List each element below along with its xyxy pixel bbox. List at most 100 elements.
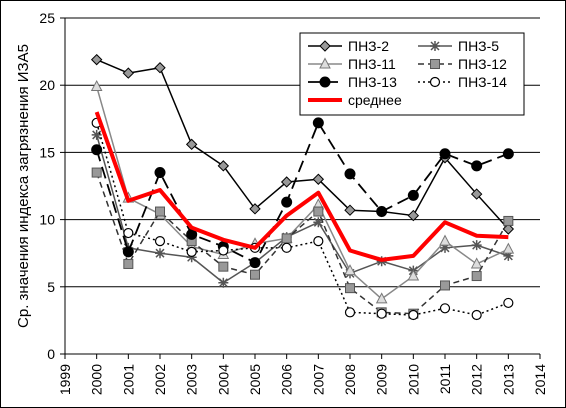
series-3-point-2013 [502,242,515,254]
series-5-line [95,121,509,264]
series-2-point-2007 [313,217,324,228]
series-1-point-2002 [154,62,166,74]
series-5-point-2005 [249,257,261,269]
x-tick-label-1999: 1999 [57,364,73,395]
x-tick-label-2008: 2008 [342,364,358,395]
series-3-point-2010 [407,269,420,281]
series-4-point-2006 [281,233,292,244]
series-5-point-2011 [439,148,451,160]
series-5-point-2006 [281,196,293,208]
series-3-point-2000 [90,79,103,92]
series-5-point-2000 [91,144,103,156]
series-6-point-2006 [281,242,292,253]
y-tick-label-15: 15 [39,144,55,160]
legend-marker-6 [429,76,441,88]
series-1-point-2007 [312,173,325,185]
series-6-point-2011 [439,303,451,314]
series-5-point-2009 [376,206,388,218]
series-4-point-2007 [313,206,324,217]
series-3-point-2009 [375,292,388,304]
legend-marker-5 [319,76,331,88]
series-6-point-2002 [154,236,166,247]
x-tick-label-2002: 2002 [152,364,168,395]
series-2-point-2013 [503,250,514,261]
series-4-point-2002 [155,206,165,217]
series-6-point-2003 [186,246,197,257]
x-tick-label-2014: 2014 [532,364,548,395]
y-tick-label-20: 20 [39,77,55,93]
series-2-point-2002 [155,248,165,259]
series-5-point-2010 [407,189,419,201]
x-tick-label-2007: 2007 [310,364,326,395]
series-5-point-2013 [502,148,514,160]
x-tick-label-2000: 2000 [89,364,105,395]
series-7-line [94,111,509,262]
series-2-point-2004 [218,277,229,288]
y-axis-label: Ср. значения индекса загрязнения ИЗА5 [15,44,32,328]
series-1-line [96,58,509,230]
series-1-point-2010 [407,209,420,222]
legend-marker-4 [430,59,440,69]
x-tick-label-2010: 2010 [405,364,421,395]
x-tick-label-2009: 2009 [374,364,390,395]
series-6-point-2007 [313,236,324,247]
series-1-point-2004 [217,160,230,172]
series-4-point-2004 [218,261,229,272]
series-1-point-2000 [90,53,103,66]
legend-label-6: ПНЗ-14 [458,74,507,90]
series-3-point-2011 [439,234,451,246]
y-tick-label-25: 25 [39,10,55,26]
series-6-point-2001 [123,227,134,239]
legend-marker-1 [319,40,331,52]
series-4-line [95,172,509,315]
y-tick-label-0: 0 [47,346,55,362]
y-tick-label-10: 10 [39,212,55,228]
x-tick-label-2004: 2004 [215,364,231,395]
series-1-point-2001 [122,67,135,79]
series-6-point-2012 [471,309,482,321]
series-5-point-2001 [122,246,134,258]
x-tick-label-2005: 2005 [247,364,263,395]
series-6-point-2010 [408,309,419,321]
x-tick-label-2013: 2013 [500,364,516,395]
y-tick-label-5: 5 [47,279,55,295]
series-5-point-2007 [312,117,324,129]
x-tick-label-2003: 2003 [184,364,200,395]
series-2-point-2003 [186,252,197,263]
series-1-point-2005 [249,203,261,215]
legend-label-4: ПНЗ-12 [458,56,507,72]
series-4-point-2013 [503,215,514,226]
series-2-point-2011 [440,242,450,253]
series-4-point-2011 [440,280,450,291]
x-tick-label-2006: 2006 [279,364,295,395]
series-5-point-2012 [471,160,483,172]
legend-label-7: среднее [348,92,402,108]
series-4-point-2001 [123,258,134,269]
series-1-point-2008 [344,204,356,216]
series-5-point-2008 [344,168,356,180]
series-5-point-2002 [154,167,166,179]
legend-marker-3 [319,57,331,69]
series-6-point-2009 [376,308,387,319]
series-2-point-2012 [471,240,482,251]
legend-label-3: ПНЗ-11 [348,56,396,72]
series-2-line [95,134,509,284]
series-1-point-2012 [470,188,483,200]
series-3-line [95,86,509,300]
series-3-point-2008 [344,264,356,276]
legend-label-5: ПНЗ-13 [348,74,397,90]
x-tick-label-2001: 2001 [120,364,136,395]
series-6-point-2004 [218,245,229,256]
series-6-point-2008 [344,307,356,318]
x-tick-label-2012: 2012 [469,364,485,395]
series-6-point-2013 [503,297,514,309]
legend-marker-2 [430,41,440,51]
series-4-point-2005 [250,269,260,280]
series-6-line [95,122,509,316]
series-4-point-2012 [471,271,482,282]
series-2-point-2000 [91,129,102,140]
x-tick-label-2011: 2011 [437,364,453,394]
series-1-point-2003 [185,138,198,151]
series-1-point-2006 [280,176,293,188]
